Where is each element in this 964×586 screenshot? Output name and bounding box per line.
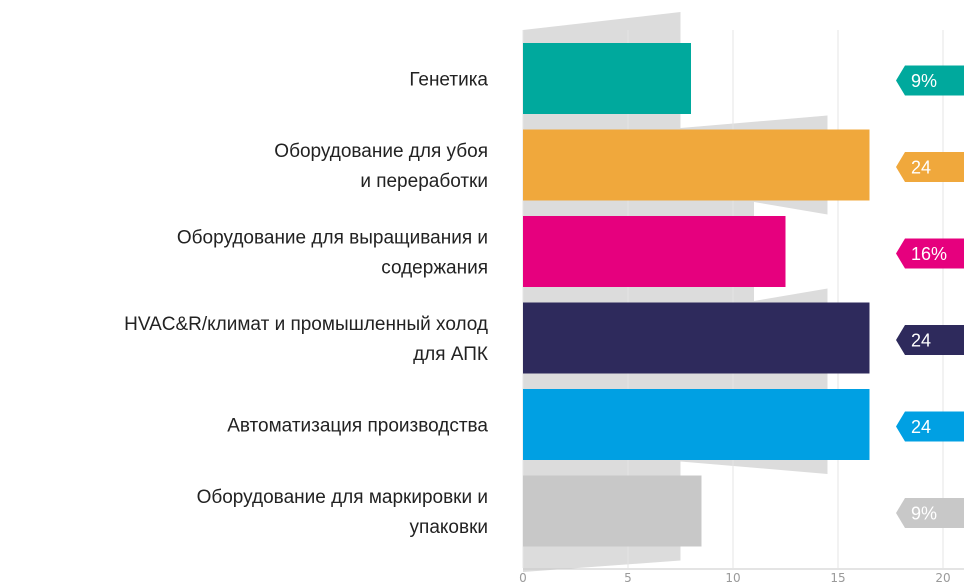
value-tag-1 xyxy=(896,152,964,182)
bar-3 xyxy=(523,302,870,374)
bar-5 xyxy=(523,475,702,547)
bar-2 xyxy=(523,216,786,287)
value-tag-label-4: 24 xyxy=(911,417,931,437)
x-tick-label-3: 15 xyxy=(830,571,845,585)
value-tag-label-2: 16% xyxy=(911,244,947,264)
category-label-1-1: и переработки xyxy=(360,171,488,192)
bar-1 xyxy=(523,129,870,201)
category-label-5-0: Оборудование для маркировки и xyxy=(197,487,488,508)
category-label-4-0: Автоматизация производства xyxy=(227,416,488,437)
value-tag-3 xyxy=(896,325,964,355)
value-tag-5 xyxy=(896,498,964,528)
category-label-3-1: для АПК xyxy=(413,344,488,365)
value-tag-4 xyxy=(896,411,964,442)
category-label-1-0: Оборудование для убоя xyxy=(274,141,488,162)
category-label-5-1: упаковки xyxy=(410,517,488,538)
value-tag-label-5: 9% xyxy=(911,504,937,524)
bars xyxy=(523,43,870,547)
x-tick-label-1: 5 xyxy=(624,571,632,585)
value-tag-label-0: 9% xyxy=(911,71,937,91)
category-label-3-0: HVAC&R/климат и промышленный холод xyxy=(124,314,488,335)
category-label-2-0: Оборудование для выращивания и xyxy=(177,228,488,249)
x-axis-ticks: 0 5 10 15 20 xyxy=(519,568,964,585)
x-tick-label-4: 20 xyxy=(935,571,950,585)
x-tick-label-2: 10 xyxy=(725,571,740,585)
bar-0 xyxy=(523,43,691,114)
value-tag-label-1: 24 xyxy=(911,158,931,178)
value-tags: 9% 24 16% 24 24 9% xyxy=(896,65,964,528)
x-tick-label-0: 0 xyxy=(519,571,527,585)
category-labels: Генетика Оборудование для убоя и переработ… xyxy=(124,70,488,539)
bar-4 xyxy=(523,389,870,460)
value-tag-2 xyxy=(896,238,964,269)
category-label-2-1: содержания xyxy=(381,258,488,279)
value-tag-0 xyxy=(896,65,964,96)
category-label-0-0: Генетика xyxy=(409,70,488,91)
value-tag-label-3: 24 xyxy=(911,331,931,351)
